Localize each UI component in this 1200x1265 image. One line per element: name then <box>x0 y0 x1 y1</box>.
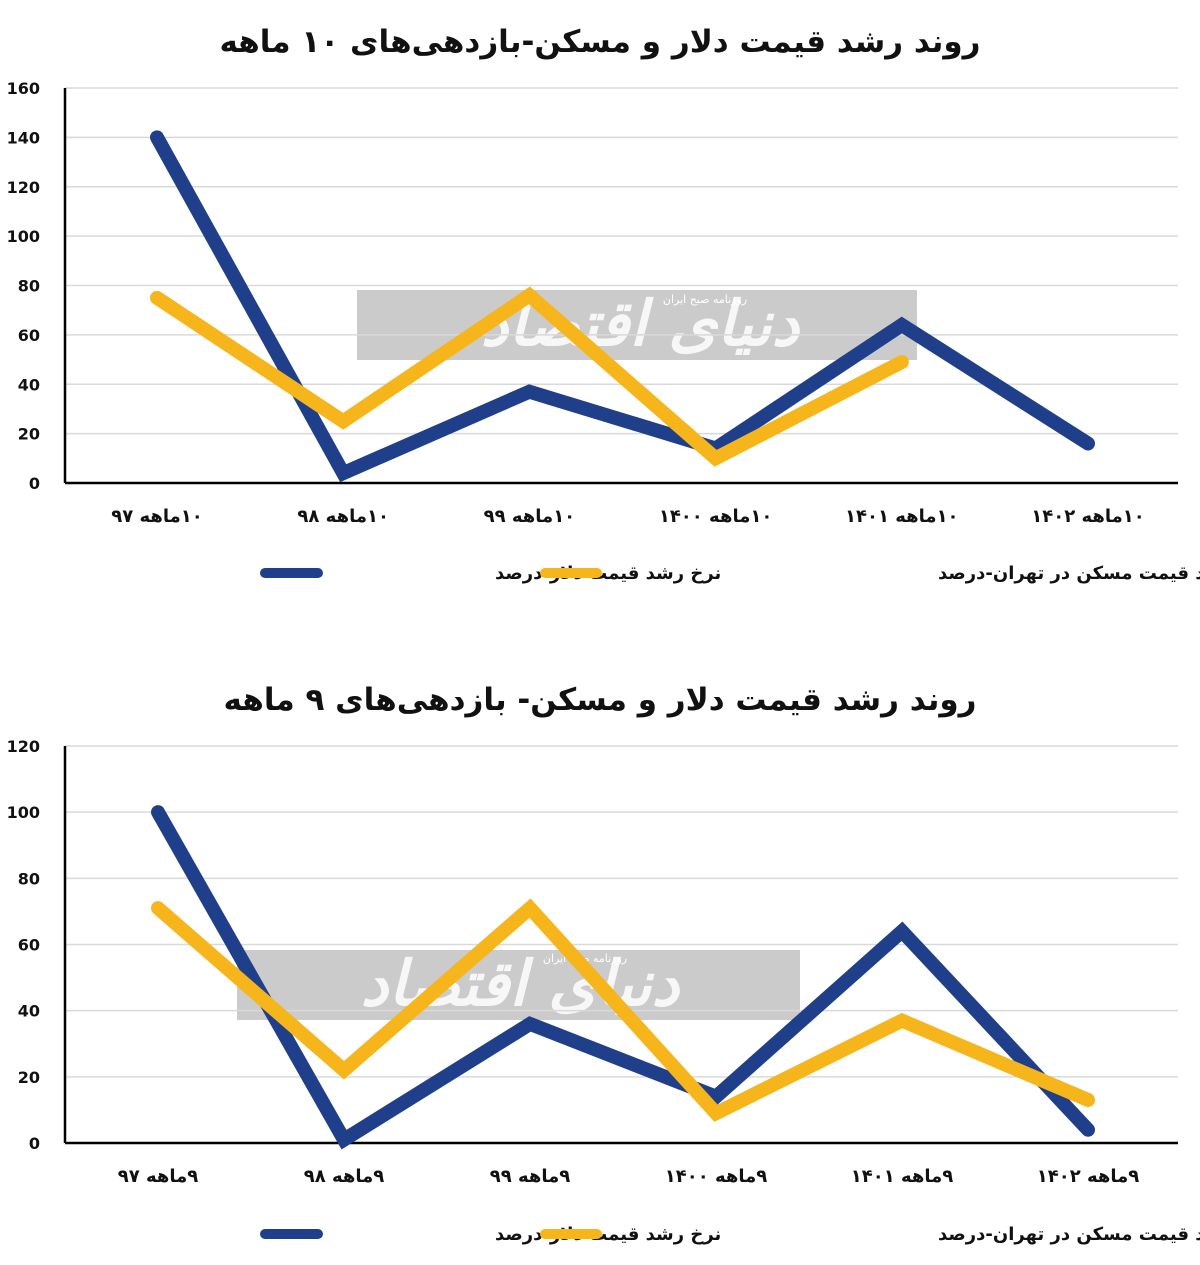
legend-label: نرخ رشد قیمت دلار-درصد <box>495 563 721 584</box>
y-tick-label: 80 <box>18 277 40 296</box>
y-tick-label: 60 <box>18 326 40 345</box>
data-point <box>901 324 903 326</box>
data-point <box>1087 1129 1089 1131</box>
x-tick-label: ۱۰ماهه ۱۴۰۰ <box>659 506 773 527</box>
data-point <box>157 811 159 813</box>
y-tick-label: 80 <box>18 869 40 888</box>
data-point <box>156 136 158 138</box>
watermark-band <box>237 950 800 1020</box>
y-tick-label: 0 <box>29 1134 40 1153</box>
y-tick-label: 60 <box>18 936 40 955</box>
legend: نرخ رشد قیمت دلار-درصد نرخ رشد قیمت مسکن … <box>260 563 1200 584</box>
data-point <box>157 907 159 909</box>
x-tick-label: ۱۰ماهه ۹۹ <box>484 506 576 527</box>
y-tick-label: 40 <box>18 375 40 394</box>
x-tick-label: ۱۰ماهه ۱۴۰۲ <box>1031 506 1145 527</box>
series-line-housing <box>151 898 1095 1122</box>
data-point <box>343 1139 345 1141</box>
data-point <box>901 930 903 932</box>
data-point <box>715 447 717 449</box>
y-tick-label: 0 <box>29 474 40 493</box>
x-tick-label: ۹ماهه ۱۴۰۲ <box>1037 1166 1140 1187</box>
legend-label: نرخ رشد قیمت دلار-درصد <box>495 1224 721 1245</box>
data-point <box>901 361 903 363</box>
x-tick-label: ۱۰ماهه ۹۸ <box>297 506 389 527</box>
data-point <box>715 1096 717 1098</box>
data-point <box>342 420 344 422</box>
y-tick-label: 40 <box>18 1002 40 1021</box>
data-point <box>342 472 344 474</box>
data-point <box>715 457 717 459</box>
data-point <box>529 907 531 909</box>
data-point <box>156 297 158 299</box>
x-tick-label: ۹ماهه ۹۸ <box>304 1166 385 1187</box>
y-tick-label: 100 <box>7 227 40 246</box>
y-tick-label: 120 <box>7 178 40 197</box>
series-line-dollar <box>151 805 1095 1150</box>
y-tick-label: 120 <box>7 737 40 756</box>
x-tick-label: ۹ماهه ۱۴۰۱ <box>851 1166 954 1187</box>
y-tick-label: 20 <box>18 1068 40 1087</box>
y-tick-label: 160 <box>7 79 40 98</box>
x-tick-label: ۹ماهه ۱۴۰۰ <box>665 1166 768 1187</box>
x-tick-label: ۱۰ماهه ۱۴۰۱ <box>845 506 959 527</box>
x-tick-label: ۹ماهه ۹۹ <box>490 1166 571 1187</box>
x-tick-label: ۱۰ماهه ۹۷ <box>111 506 203 527</box>
data-point <box>528 391 530 393</box>
data-point <box>901 1020 903 1022</box>
series-line-dollar <box>150 130 1095 483</box>
data-point <box>1087 443 1089 444</box>
y-tick-label: 140 <box>7 128 40 147</box>
legend-label: نرخ رشد قیمت مسکن در تهران-درصد <box>938 563 1200 584</box>
data-point <box>343 1069 345 1071</box>
chart-title: روند رشد قیمت دلار و مسکن- بازدهی‌های ۹ … <box>224 682 977 718</box>
data-point <box>528 294 530 296</box>
legend: نرخ رشد قیمت دلار-درصد نرخ رشد قیمت مسکن … <box>260 1224 1200 1245</box>
chart-title: روند رشد قیمت دلار و مسکن-بازدهی‌های ۱۰ … <box>219 24 980 60</box>
watermark-subtext: روزنامه صبح ایران <box>663 293 747 306</box>
y-tick-label: 100 <box>7 803 40 822</box>
chart-1: روند رشد قیمت دلار و مسکن-بازدهی‌های ۱۰ … <box>7 24 1200 584</box>
data-point <box>1087 1099 1089 1101</box>
data-point <box>715 1112 717 1114</box>
legend-label: نرخ رشد قیمت مسکن در تهران-درصد <box>938 1224 1200 1245</box>
y-tick-label: 20 <box>18 425 40 444</box>
chart-2: روند رشد قیمت دلار و مسکن- بازدهی‌های ۹ … <box>7 682 1200 1245</box>
x-tick-label: ۹ماهه ۹۷ <box>118 1166 199 1187</box>
data-point <box>529 1023 531 1025</box>
